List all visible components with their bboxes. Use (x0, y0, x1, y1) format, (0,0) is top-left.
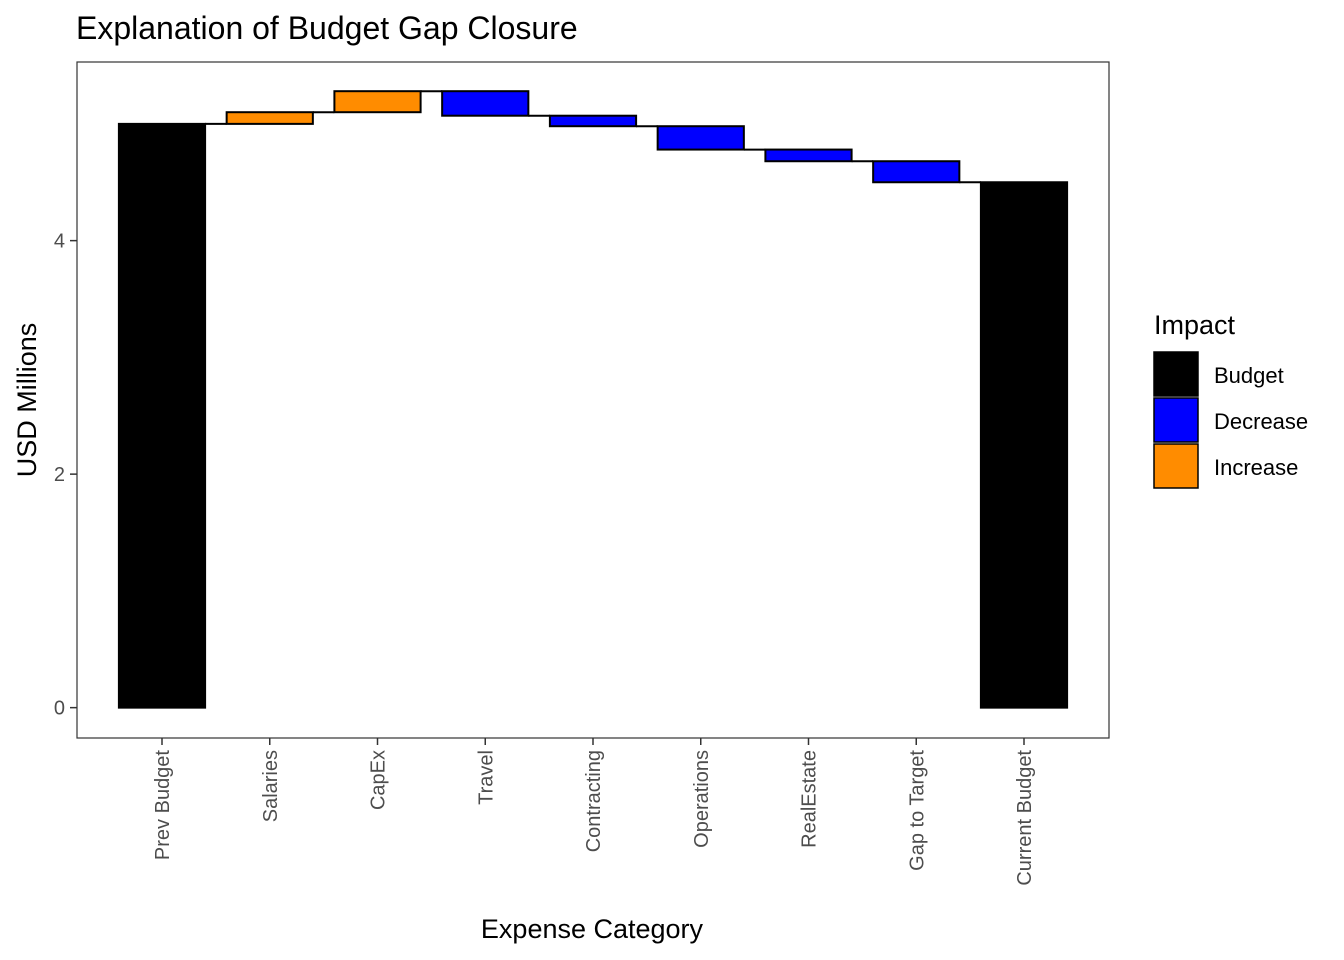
legend-key-budget (1153, 351, 1199, 397)
y-axis: 0 2 4 (54, 231, 77, 720)
legend-key-decrease (1153, 397, 1199, 443)
y-axis-title: USD Millions (12, 323, 42, 478)
legend-label-increase: Increase (1214, 455, 1298, 480)
x-axis-title: Expense Category (481, 914, 704, 944)
legend: Impact Budget Decrease Increase (1153, 310, 1308, 489)
x-tick-label-prev-budget: Prev Budget (152, 750, 174, 861)
legend-title: Impact (1154, 310, 1236, 340)
y-tick-label-4: 4 (54, 231, 65, 253)
legend-key-increase (1153, 443, 1199, 489)
chart-marks (117, 90, 1069, 709)
x-tick-label-capex: CapEx (368, 750, 390, 810)
y-tick-label-2: 2 (54, 464, 65, 486)
legend-label-decrease: Decrease (1214, 409, 1308, 434)
x-tick-label-contracting: Contracting (583, 750, 605, 852)
x-tick-label-travel: Travel (475, 750, 497, 805)
x-tick-label-current-budget: Current Budget (1014, 750, 1036, 886)
chart-title: Explanation of Budget Gap Closure (76, 10, 578, 46)
x-axis: Prev Budget Salaries CapEx Travel Contractin… (152, 738, 1036, 886)
bar-capex (333, 90, 422, 114)
bar-travel (441, 90, 530, 117)
y-tick-label-0: 0 (54, 698, 65, 720)
bar-gap-to-target (872, 160, 961, 184)
x-tick-label-gap-to-target: Gap to Target (906, 750, 928, 871)
x-tick-label-salaries: Salaries (260, 750, 282, 822)
x-tick-label-realestate: RealEstate (799, 750, 821, 848)
bar-salaries (225, 111, 314, 125)
bar-operations (656, 125, 745, 151)
x-tick-label-operations: Operations (691, 750, 713, 848)
bar-realestate (764, 148, 853, 163)
bar-prev-budget (117, 122, 207, 709)
bar-contracting (548, 114, 638, 128)
legend-label-budget: Budget (1214, 363, 1284, 388)
bar-current-budget (979, 181, 1069, 709)
